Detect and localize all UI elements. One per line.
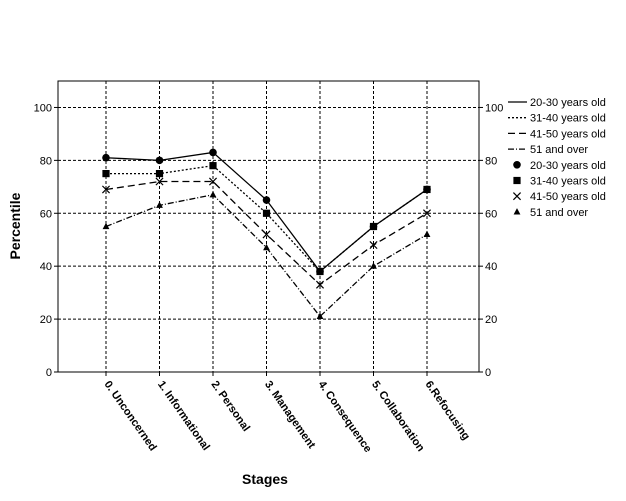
y-tick-label-right: 40: [485, 261, 497, 273]
data-point-series-4: [209, 190, 217, 198]
plot-area-frame: [57, 80, 480, 373]
grid-lines: [58, 81, 479, 372]
data-point-series-4: [423, 230, 431, 238]
x-category-label: 2. Personal: [209, 379, 253, 434]
x-category-label: 6.Refocusing: [423, 379, 472, 442]
data-point-series-3: [422, 209, 432, 218]
data-point-series-1: [209, 148, 217, 157]
legend-marker-swatch: [513, 161, 521, 169]
legend: 20-30 years old 31-40 years old 41-50 year…: [508, 97, 606, 219]
legend-line-label: 51 and over: [530, 144, 588, 156]
data-point-series-1: [155, 156, 164, 165]
legend-marker-swatch: [512, 192, 522, 201]
y-tick-label-left: 80: [40, 155, 52, 167]
data-point-series-2: [155, 169, 164, 178]
legend-marker-label: 31-40 years old: [530, 176, 606, 188]
series-markers: [101, 148, 432, 320]
legend-marker-label: 51 and over: [530, 207, 588, 219]
y-tick-label-right: 60: [485, 208, 497, 220]
y-tick-label-right: 0: [485, 367, 491, 379]
data-point-series-4: [263, 243, 270, 251]
x-category-label: 0. Unconcerned: [102, 379, 159, 453]
x-category-label: 1. Informational: [155, 379, 212, 453]
data-point-series-1: [102, 153, 110, 162]
data-point-series-1: [262, 196, 271, 204]
data-point-series-4: [156, 201, 163, 208]
x-category-label: 4. Consequence: [316, 379, 374, 455]
legend-marker-label: 41-50 years old: [530, 191, 606, 203]
y-tick-label-left: 20: [40, 314, 52, 326]
y-tick-label-right: 80: [485, 155, 497, 167]
legend-line-label: 31-40 years old: [530, 113, 606, 125]
legend-marker-swatch: [513, 176, 521, 185]
legend-marker-swatch: [513, 208, 521, 215]
data-point-series-3: [262, 230, 271, 239]
x-axis-title: Stages: [242, 471, 288, 487]
data-point-series-3: [315, 280, 325, 289]
data-point-series-2: [102, 169, 110, 178]
data-point-series-2: [209, 162, 217, 170]
y-tick-label-left: 40: [40, 261, 52, 273]
data-point-series-2: [423, 185, 431, 194]
data-point-series-3: [101, 185, 111, 194]
legend-line-label: 41-50 years old: [530, 128, 606, 140]
data-point-series-2: [262, 209, 271, 217]
data-point-series-3: [208, 177, 218, 186]
data-point-series-2: [316, 267, 324, 276]
y-tick-label-left: 0: [46, 367, 52, 379]
data-point-series-4: [370, 262, 377, 269]
x-category-label: 3. Management: [262, 379, 318, 451]
y-axis-title: Percentile: [7, 192, 23, 259]
data-point-series-2: [369, 222, 378, 231]
y-tick-label-left: 100: [34, 102, 52, 114]
y-tick-label-left: 60: [40, 208, 52, 220]
data-point-series-4: [316, 312, 324, 320]
x-category-label: 5. Collaboration: [369, 379, 427, 454]
data-point-series-3: [369, 240, 378, 250]
data-point-series-4: [102, 222, 110, 230]
legend-marker-label: 20-30 years old: [530, 160, 606, 172]
y-tick-label-right: 20: [485, 314, 497, 326]
data-point-series-3: [155, 177, 164, 186]
y-tick-label-right: 100: [485, 102, 503, 114]
legend-line-label: 20-30 years old: [530, 97, 606, 109]
